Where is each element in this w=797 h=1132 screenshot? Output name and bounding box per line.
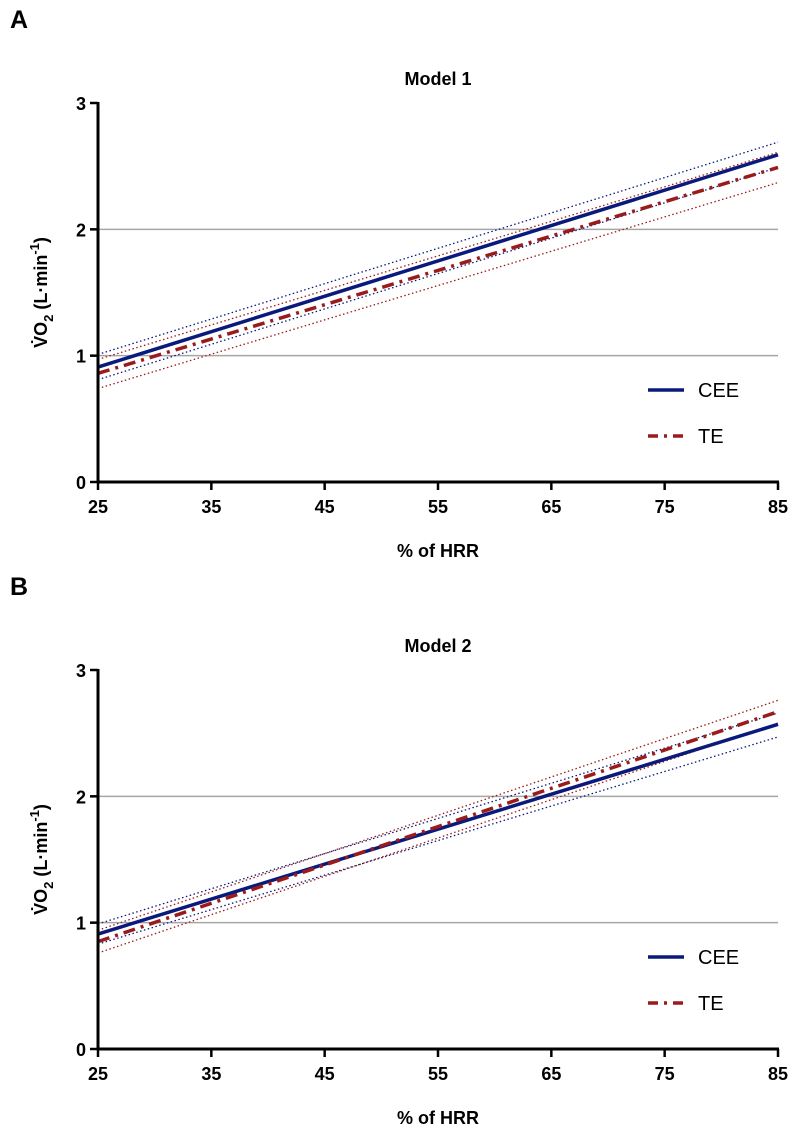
x-tick-label: 35 <box>201 1064 221 1084</box>
chart-title: Model 2 <box>404 636 471 656</box>
x-tick-label: 85 <box>768 1064 788 1084</box>
x-tick-label: 55 <box>428 1064 448 1084</box>
confidence-line <box>97 699 779 931</box>
x-tick-label: 65 <box>541 1064 561 1084</box>
legend-label: TE <box>698 993 724 1015</box>
panel-label: B <box>10 573 29 601</box>
y-tick-label: 1 <box>76 914 86 934</box>
confidence-line <box>97 151 779 361</box>
x-tick-label: 85 <box>768 497 788 517</box>
y-tick-label: 2 <box>76 787 86 807</box>
series-line <box>97 722 779 936</box>
y-tick-label: 3 <box>76 661 86 681</box>
x-tick-label: 25 <box>88 1064 108 1084</box>
confidence-line <box>97 166 779 381</box>
chart-title: Model 1 <box>404 69 471 89</box>
series-line <box>97 710 779 944</box>
y-tick-label: 3 <box>76 94 86 114</box>
x-tick-label: 55 <box>428 497 448 517</box>
panel-label: A <box>10 6 29 34</box>
y-tick-label: 0 <box>76 1040 86 1060</box>
legend-label: CEE <box>698 947 739 969</box>
series-line <box>97 165 779 376</box>
confidence-line <box>97 181 779 390</box>
x-tick-label: 65 <box>541 497 561 517</box>
x-tick-label: 75 <box>655 1064 675 1084</box>
legend-label: CEE <box>698 380 739 402</box>
y-tick-label: 0 <box>76 473 86 493</box>
x-tick-label: 75 <box>655 497 675 517</box>
panel-b: B Model 2 0 1 2 3 25 35 45 55 65 75 85 % of HRR V̇O2 … <box>0 567 797 1132</box>
x-tick-label: 45 <box>315 497 335 517</box>
y-axis-label: V̇O2 (L·min-1) <box>27 237 56 348</box>
x-axis-label: % of HRR <box>397 1108 479 1128</box>
x-tick-label: 35 <box>201 497 221 517</box>
model-2-chart: Model 2 0 1 2 3 25 35 45 55 65 75 85 % of HRR V̇O2 (L… <box>27 636 788 1128</box>
x-tick-label: 45 <box>315 1064 335 1084</box>
confidence-line <box>97 712 779 925</box>
model-1-chart: Model 1 0 1 2 3 25 35 45 55 65 75 85 % of HRR V̇O2 (L… <box>27 69 788 561</box>
panel-a: A Model 1 0 1 2 3 25 35 45 55 65 75 85 % of HRR V̇O2 … <box>0 0 797 565</box>
y-tick-label: 2 <box>76 220 86 240</box>
series-line <box>97 153 779 369</box>
legend-label: TE <box>698 426 724 448</box>
y-axis-label: V̇O2 (L·min-1) <box>27 804 56 915</box>
confidence-line <box>97 141 779 356</box>
y-tick-label: 1 <box>76 347 86 367</box>
x-axis-label: % of HRR <box>397 541 479 561</box>
confidence-line <box>97 736 779 945</box>
x-tick-label: 25 <box>88 497 108 517</box>
